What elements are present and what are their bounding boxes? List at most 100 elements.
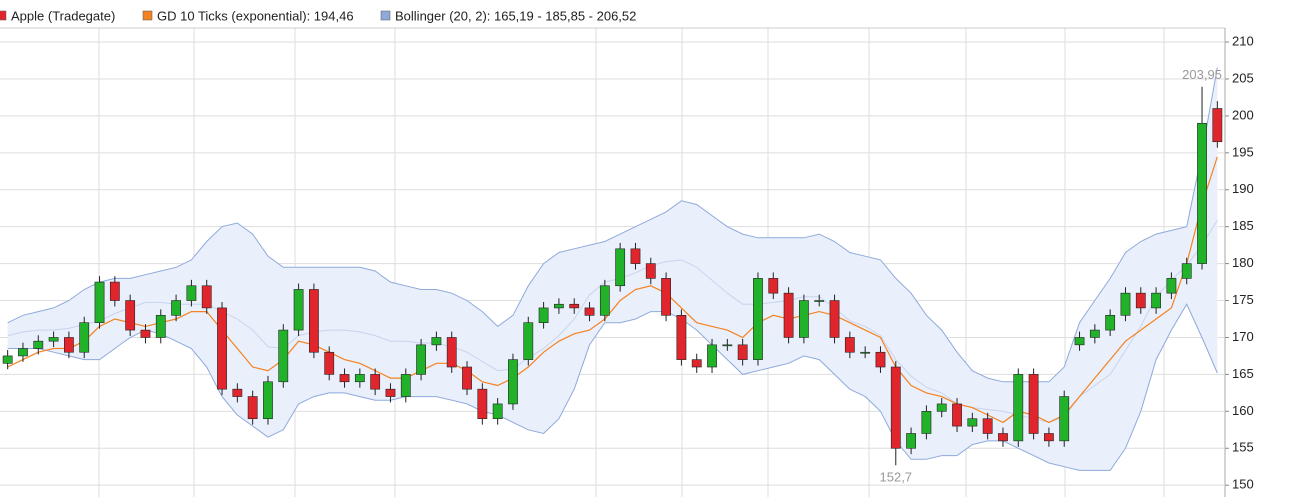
candle-body [1120,292,1131,316]
candle-body [431,337,442,346]
legend-label: Bollinger (20, 2): 165,19 - 185,85 - 206… [395,8,636,23]
candle-body [1105,315,1116,331]
candle-body [1166,278,1177,294]
candle-body [737,344,748,360]
y-tick-label: 200 [1232,107,1254,122]
candle-body [446,337,457,368]
candle-body [247,396,258,420]
legend-swatch [0,10,7,21]
candle-body [339,374,350,383]
candle-body [890,366,901,449]
candle-body [1212,108,1223,143]
candle-body [1013,374,1024,442]
band-fill [7,67,1218,471]
legend-swatch [142,10,153,21]
candle-body [1044,433,1054,442]
candle-body [676,315,687,360]
candle-body [1197,122,1207,264]
candle-body [554,303,564,309]
candle-body [508,359,518,405]
candle-body [94,281,105,323]
y-tick-label: 150 [1232,477,1254,492]
candle-body [171,300,181,316]
candle-body [492,403,503,420]
candle-body [569,303,580,309]
candle-body [48,337,59,342]
y-tick-label: 210 [1232,33,1254,48]
legend-swatch [380,10,391,21]
candle-body [691,359,702,368]
high-annotation: 203,95 [1182,67,1222,82]
candle-body [615,248,626,287]
candle-body [18,348,28,357]
candle-body [783,292,794,338]
candle-body [1181,263,1192,279]
candle-body [875,351,886,368]
candle-body [982,418,993,434]
candle-body [921,411,932,434]
y-tick-label: 155 [1232,440,1254,455]
candle-body [814,300,825,302]
candle-body [645,263,656,279]
candle-body [906,433,916,449]
candle-body [1135,292,1146,309]
candle-body [952,403,962,427]
candle-body [125,300,136,331]
candle-body [109,281,120,301]
y-tick-label: 195 [1232,144,1254,159]
candle-body [599,285,610,316]
candle-body [278,329,289,383]
candle-body [462,366,472,390]
y-tick-label: 180 [1232,255,1254,270]
candle-body [1074,337,1085,346]
candle-body [79,322,90,353]
candle-body [370,374,381,390]
low-annotation: 152,7 [880,470,913,485]
candle-body [661,278,671,316]
candle-body [1059,396,1070,442]
y-tick-label: 190 [1232,181,1254,196]
candle-body [354,374,365,383]
y-tick-label: 205 [1232,70,1254,85]
candle-body [1151,292,1161,309]
candle-body [186,285,197,301]
candle-body [2,355,13,364]
candle-body [201,285,212,309]
candle-body [936,403,947,412]
candle-body [829,300,840,338]
candle-body [860,351,871,354]
candle-body [630,248,641,264]
candle-body [844,337,855,353]
candle-body [584,307,595,316]
y-tick-label: 165 [1232,366,1254,381]
candle-body [217,307,227,390]
y-tick-label: 175 [1232,292,1254,307]
candle-body [1089,329,1100,338]
y-tick-label: 170 [1232,329,1254,344]
candle-body [385,388,396,397]
band-lower [7,303,1218,471]
candle-body [33,340,44,349]
candle-body [753,278,763,360]
candle-body [722,344,733,347]
y-tick-label: 160 [1232,403,1254,418]
candle-body [799,300,809,338]
candle-body [416,344,426,375]
candle-body [64,337,74,353]
candle-body [263,381,273,420]
candle-body [155,315,166,338]
candle-body [707,344,717,368]
y-tick-label: 185 [1232,218,1254,233]
candle-body [1028,374,1039,434]
candle-body [967,418,978,427]
candle-body [140,329,151,338]
candle-body [232,388,243,397]
candle-body [477,388,488,420]
legend-label: Apple (Tradegate) [11,8,115,23]
candle-body [523,322,534,360]
candle-body [309,289,319,353]
candle-body [998,433,1008,442]
legend-label: GD 10 Ticks (exponential): 194,46 [157,8,354,23]
candle-body [324,351,335,375]
